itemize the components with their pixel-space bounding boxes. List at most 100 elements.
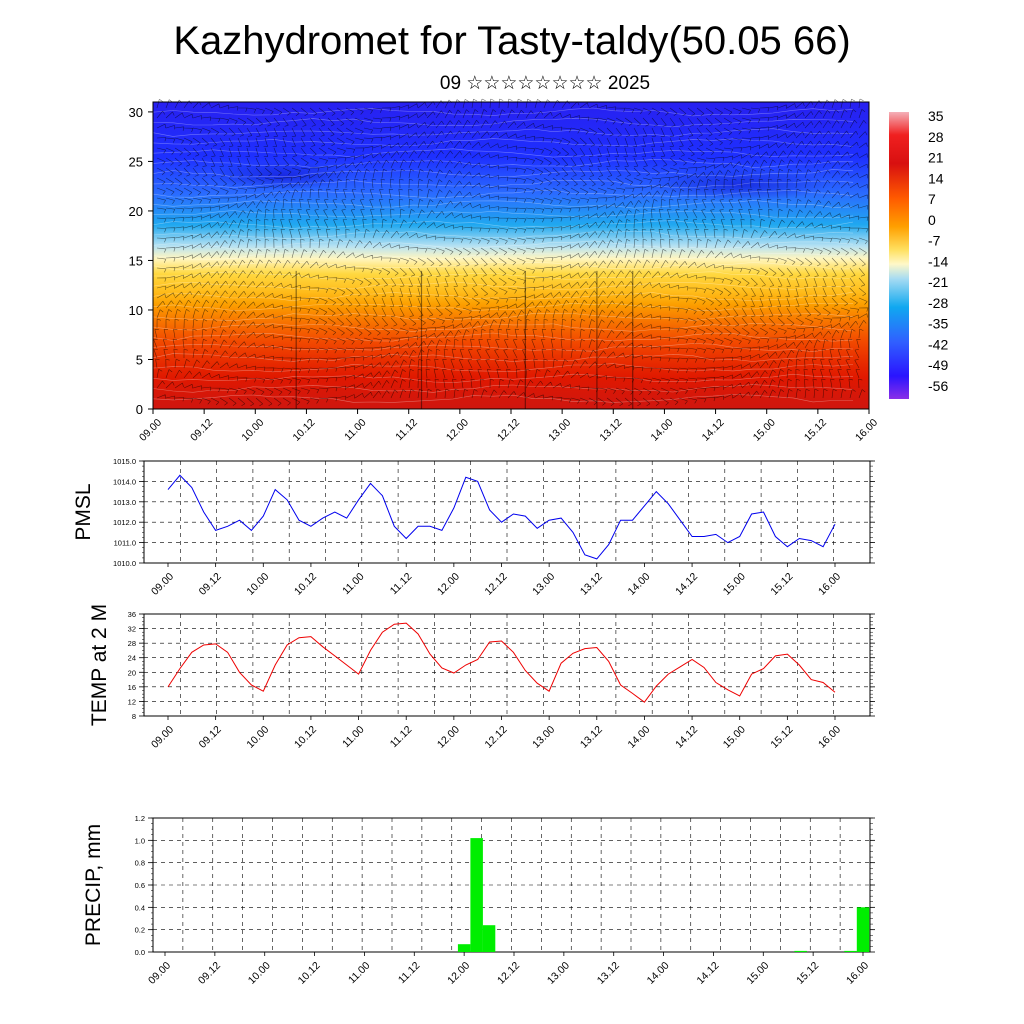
y-tick-label: 0.8 bbox=[135, 859, 145, 868]
x-tick-label: 14.12 bbox=[694, 960, 721, 987]
x-tick-label: 09.00 bbox=[137, 417, 164, 444]
x-tick-label: 11.12 bbox=[393, 417, 420, 444]
x-tick-label: 11.12 bbox=[388, 571, 415, 598]
x-tick-label: 13.12 bbox=[578, 571, 605, 598]
y-tick-label: 20 bbox=[128, 668, 136, 677]
y-axis-label: PRECIP, mm bbox=[82, 824, 105, 946]
heatmap-cold-core bbox=[650, 168, 831, 201]
x-tick-label: 12.00 bbox=[435, 571, 462, 598]
x-tick-label: 16.00 bbox=[816, 571, 843, 598]
x-tick-label: 10.12 bbox=[296, 960, 323, 987]
x-tick-label: 12.12 bbox=[495, 417, 522, 444]
x-tick-label: 09.12 bbox=[188, 417, 215, 444]
y-tick-label: 0.2 bbox=[135, 926, 145, 935]
x-tick-label: 16.00 bbox=[816, 724, 843, 751]
x-tick-label: 14.12 bbox=[673, 724, 700, 751]
precip-bar bbox=[457, 944, 471, 952]
x-tick-label: 13.12 bbox=[595, 960, 622, 987]
y-tick-label: 28 bbox=[128, 639, 136, 648]
wind-barbs bbox=[153, 98, 869, 409]
heatmap-warm-core bbox=[153, 292, 869, 409]
x-tick-label: 11.00 bbox=[346, 960, 373, 987]
y-tick-label: 20 bbox=[129, 204, 143, 219]
y-tick-label: 5 bbox=[136, 352, 143, 367]
y-tick-label: 25 bbox=[129, 154, 143, 169]
x-tick-label: 16.00 bbox=[853, 417, 880, 444]
x-tick-label: 13.00 bbox=[545, 960, 572, 987]
x-tick-label: 10.12 bbox=[292, 571, 319, 598]
colorbar bbox=[889, 112, 909, 399]
precip-bar bbox=[856, 907, 870, 952]
y-tick-label: 10 bbox=[129, 303, 143, 318]
colorbar-label: -28 bbox=[928, 295, 948, 311]
y-tick-label: 1014.0 bbox=[113, 477, 136, 486]
series-line bbox=[167, 622, 836, 703]
y-tick-label: 15 bbox=[129, 253, 143, 268]
y-tick-label: 24 bbox=[128, 654, 136, 663]
x-tick-label: 12.00 bbox=[444, 417, 471, 444]
x-tick-label: 10.00 bbox=[239, 417, 266, 444]
x-tick-label: 15.12 bbox=[802, 417, 829, 444]
x-tick-label: 09.00 bbox=[149, 724, 176, 751]
y-tick-label: 1010.0 bbox=[113, 559, 136, 568]
x-tick-label: 15.12 bbox=[768, 724, 795, 751]
y-tick-label: 1.0 bbox=[135, 836, 145, 845]
x-tick-label: 15.00 bbox=[744, 960, 771, 987]
x-tick-label: 09.00 bbox=[149, 571, 176, 598]
grid bbox=[144, 614, 870, 716]
x-tick-label: 13.00 bbox=[530, 571, 557, 598]
y-tick-label: 8 bbox=[132, 712, 136, 721]
colorbar-label: -42 bbox=[928, 336, 948, 352]
y-tick-label: 1013.0 bbox=[113, 498, 136, 507]
x-tick-label: 14.12 bbox=[673, 571, 700, 598]
y-tick-label: 12 bbox=[128, 697, 136, 706]
precip-bar bbox=[470, 838, 483, 952]
x-tick-label: 13.12 bbox=[578, 724, 605, 751]
x-tick-label: 09.12 bbox=[197, 724, 224, 751]
x-tick-label: 13.12 bbox=[597, 417, 624, 444]
colorbar-label: 28 bbox=[928, 129, 944, 145]
colorbar-label: 7 bbox=[928, 191, 936, 207]
colorbar-label: -49 bbox=[928, 357, 948, 373]
x-tick-label: 14.00 bbox=[645, 960, 672, 987]
x-tick-label: 15.00 bbox=[751, 417, 778, 444]
x-tick-label: 12.12 bbox=[495, 960, 522, 987]
x-tick-label: 14.12 bbox=[700, 417, 727, 444]
x-tick-label: 12.12 bbox=[483, 724, 510, 751]
x-tick-label: 09.00 bbox=[146, 960, 173, 987]
colorbar-label: -7 bbox=[928, 233, 941, 249]
x-tick-label: 12.00 bbox=[435, 724, 462, 751]
y-tick-label: 16 bbox=[128, 683, 136, 692]
x-tick-label: 10.12 bbox=[292, 724, 319, 751]
x-tick-label: 15.12 bbox=[794, 960, 821, 987]
y-tick-label: 0.0 bbox=[135, 948, 145, 957]
x-tick-label: 13.00 bbox=[530, 724, 557, 751]
x-tick-label: 10.00 bbox=[244, 724, 271, 751]
x-tick-label: 14.00 bbox=[625, 724, 652, 751]
colorbar-label: 35 bbox=[928, 108, 944, 124]
grid bbox=[144, 461, 870, 563]
precip-bar bbox=[794, 950, 807, 952]
y-tick-label: 1.2 bbox=[135, 814, 145, 823]
y-tick-label: 30 bbox=[129, 105, 143, 120]
x-tick-label: 13.00 bbox=[546, 417, 573, 444]
x-tick-label: 14.00 bbox=[625, 571, 652, 598]
x-tick-label: 15.12 bbox=[768, 571, 795, 598]
y-tick-label: 32 bbox=[128, 625, 136, 634]
x-tick-label: 14.00 bbox=[648, 417, 675, 444]
precip-bar bbox=[482, 925, 496, 952]
x-tick-label: 11.00 bbox=[342, 417, 369, 444]
chart-title: Kazhydromet for Tasty-taldy(50.05 66) bbox=[173, 19, 851, 63]
x-tick-label: 16.00 bbox=[844, 960, 871, 987]
colorbar-label: 0 bbox=[928, 212, 936, 228]
colorbar-label: -35 bbox=[928, 316, 948, 332]
x-tick-label: 10.00 bbox=[246, 960, 273, 987]
colorbar-label: -56 bbox=[928, 378, 948, 394]
x-tick-label: 12.00 bbox=[445, 960, 472, 987]
grid bbox=[153, 818, 870, 952]
y-axis-label: PMSL bbox=[72, 483, 95, 540]
x-tick-label: 11.12 bbox=[396, 960, 423, 987]
colorbar-label: -21 bbox=[928, 274, 948, 290]
y-tick-label: 0.6 bbox=[135, 881, 145, 890]
